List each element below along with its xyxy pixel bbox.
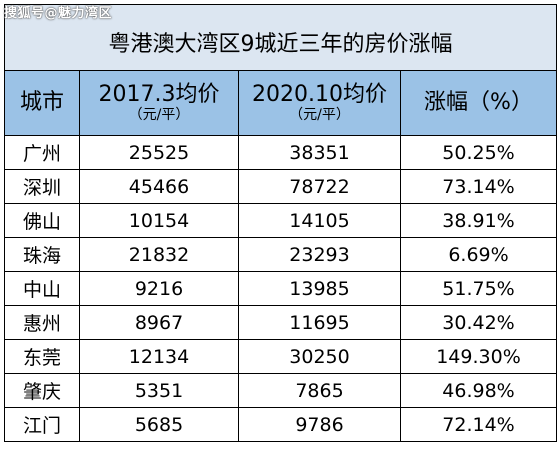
table-row: 深圳 45466 78722 73.14% <box>4 169 557 204</box>
table-row: 江门 5685 9786 72.14% <box>4 407 557 442</box>
cell-growth: 46.98% <box>400 373 557 408</box>
cell-price-2017: 5351 <box>79 373 239 408</box>
cell-price-2020: 14105 <box>238 203 401 238</box>
header-growth-label: 涨幅（%） <box>424 89 533 115</box>
header-city: 城市 <box>4 70 80 136</box>
cell-city: 深圳 <box>4 169 80 204</box>
cell-price-2017: 10154 <box>79 203 239 238</box>
cell-price-2017: 21832 <box>79 237 239 272</box>
cell-growth: 50.25% <box>400 135 557 170</box>
cell-price-2020: 30250 <box>238 339 401 374</box>
cell-price-2020: 78722 <box>238 169 401 204</box>
cell-price-2017: 8967 <box>79 305 239 340</box>
cell-price-2017: 12134 <box>79 339 239 374</box>
cell-growth: 72.14% <box>400 407 557 442</box>
cell-growth: 51.75% <box>400 271 557 306</box>
cell-city: 佛山 <box>4 203 80 238</box>
cell-price-2017: 9216 <box>79 271 239 306</box>
header-price-2017-label: 2017.3均价 <box>98 81 220 107</box>
table-body: 广州 25525 38351 50.25% 深圳 45466 78722 73.… <box>4 135 557 442</box>
table-title: 粤港澳大湾区9城近三年的房价涨幅 <box>108 31 453 57</box>
cell-price-2020: 7865 <box>238 373 401 408</box>
cell-city: 广州 <box>4 135 80 170</box>
cell-city: 肇庆 <box>4 373 80 408</box>
cell-city: 东莞 <box>4 339 80 374</box>
cell-price-2020: 23293 <box>238 237 401 272</box>
title-row: 粤港澳大湾区9城近三年的房价涨幅 <box>4 4 557 71</box>
header-price-2017-unit: （元/平） <box>128 106 190 123</box>
header-growth: 涨幅（%） <box>400 70 557 136</box>
cell-price-2017: 25525 <box>79 135 239 170</box>
cell-price-2017: 45466 <box>79 169 239 204</box>
cell-growth: 6.69% <box>400 237 557 272</box>
cell-price-2017: 5685 <box>79 407 239 442</box>
cell-growth: 30.42% <box>400 305 557 340</box>
header-price-2020-label: 2020.10均价 <box>252 81 387 107</box>
header-city-label: 城市 <box>19 89 64 115</box>
table-title-cell: 粤港澳大湾区9城近三年的房价涨幅 <box>4 4 557 71</box>
header-row: 城市 2017.3均价 （元/平） 2020.10均价 （元/平） 涨幅（%） <box>4 70 557 136</box>
watermark: 搜狐号@魅力湾区 <box>4 6 113 21</box>
table-row: 珠海 21832 23293 6.69% <box>4 237 557 272</box>
table-row: 广州 25525 38351 50.25% <box>4 135 557 170</box>
table-row: 佛山 10154 14105 38.91% <box>4 203 557 238</box>
header-price-2020: 2020.10均价 （元/平） <box>238 70 401 136</box>
cell-growth: 38.91% <box>400 203 557 238</box>
cell-price-2020: 9786 <box>238 407 401 442</box>
table-row: 肇庆 5351 7865 46.98% <box>4 373 557 408</box>
cell-growth: 73.14% <box>400 169 557 204</box>
cell-city: 中山 <box>4 271 80 306</box>
cell-price-2020: 13985 <box>238 271 401 306</box>
cell-price-2020: 38351 <box>238 135 401 170</box>
header-price-2020-unit: （元/平） <box>289 106 350 123</box>
table-row: 惠州 8967 11695 30.42% <box>4 305 557 340</box>
table-row: 中山 9216 13985 51.75% <box>4 271 557 306</box>
cell-city: 惠州 <box>4 305 80 340</box>
cell-city: 江门 <box>4 407 80 442</box>
cell-city: 珠海 <box>4 237 80 272</box>
cell-growth: 149.30% <box>400 339 557 374</box>
header-price-2017: 2017.3均价 （元/平） <box>79 70 239 136</box>
cell-price-2020: 11695 <box>238 305 401 340</box>
table-row: 东莞 12134 30250 149.30% <box>4 339 557 374</box>
price-table: 粤港澳大湾区9城近三年的房价涨幅 城市 2017.3均价 （元/平） 2020.… <box>4 4 557 442</box>
